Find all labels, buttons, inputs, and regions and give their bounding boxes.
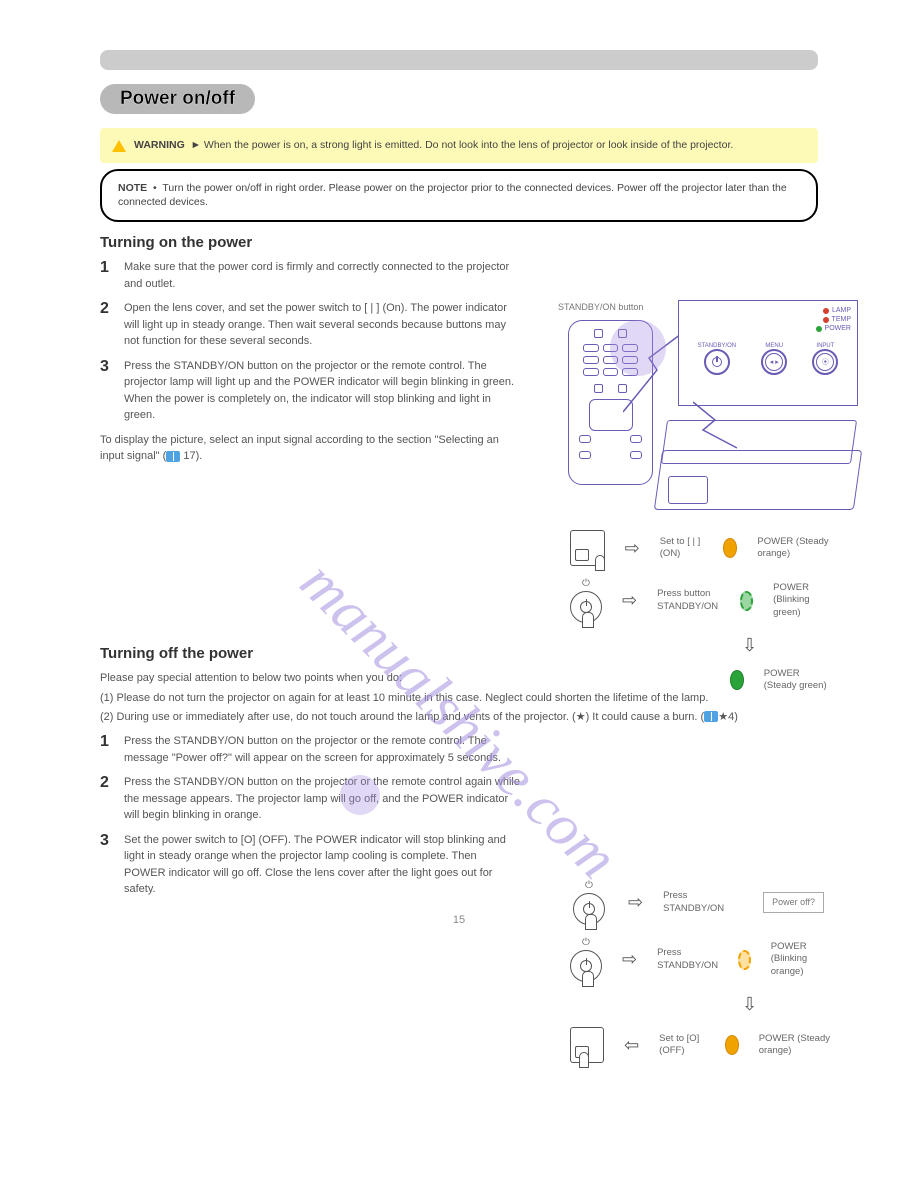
arrow-down-icon: ⇩: [742, 635, 757, 656]
projector-figure: STANDBY/ON button LAMP TEMP POWER S: [528, 300, 858, 520]
arrow-right-icon: ⇨: [622, 590, 637, 611]
step-caption: Press button STANDBY/ON: [657, 588, 720, 613]
panel-button-label: MENU: [761, 343, 787, 349]
standby-button-icon: [704, 349, 730, 375]
lamp-led-icon: [823, 308, 829, 314]
page-number: 15: [0, 914, 918, 926]
section-bar: [100, 50, 818, 70]
arrow-right-icon: ⇨: [625, 538, 640, 559]
reference-page: 4: [728, 711, 734, 723]
power-on-steps-figure: ⇨ Set to [ | ] (ON) POWER (Steady orange…: [570, 530, 830, 705]
input-button-icon: ⦿: [812, 349, 838, 375]
note-text: Turn the power on/off in right order. Pl…: [118, 182, 787, 209]
reference-icon: [704, 711, 718, 722]
panel-button-label: STANDBY/ON: [698, 343, 737, 349]
step-number: 2: [100, 774, 114, 824]
step-text: Press the STANDBY/ON button on the proje…: [124, 358, 520, 424]
step-number: 3: [100, 832, 114, 898]
step-text: Make sure that the power cord is firmly …: [124, 259, 520, 292]
step-caption: Press STANDBY/ON: [663, 890, 743, 915]
led-green-icon: [730, 670, 744, 690]
after-text: To display the picture, select an input …: [100, 434, 499, 463]
projector-switch-icon: [570, 1027, 604, 1063]
projector-switch-icon: [570, 530, 605, 566]
led-label: POWER: [825, 325, 851, 334]
led-label: TEMP: [832, 316, 851, 325]
popup-message: Power off?: [763, 892, 824, 914]
projector-icon: [658, 410, 858, 510]
step-caption: Set to [O] (OFF): [659, 1033, 705, 1058]
power-led-icon: [816, 326, 822, 332]
step-number: 2: [100, 300, 114, 350]
step-caption: Press STANDBY/ON: [657, 947, 718, 972]
step-number: 1: [100, 259, 114, 292]
arrow-left-icon: ⇦: [624, 1035, 639, 1056]
arrow-right-icon: ⇨: [628, 892, 643, 913]
step-number: 1: [100, 733, 114, 766]
led-orange-icon: [725, 1035, 739, 1055]
standby-press-icon: ⏻: [570, 937, 602, 982]
led-caption: POWER (Steady orange): [757, 536, 830, 561]
page-title: Power on/off: [100, 84, 255, 114]
step-text: Set the power switch to [O] (OFF). The P…: [124, 832, 520, 898]
led-label: LAMP: [832, 307, 851, 316]
led-orange-icon: [723, 538, 737, 558]
step-caption: Set to [ | ] (ON): [660, 536, 703, 561]
led-caption: POWER (Blinking green): [773, 582, 830, 619]
led-caption: POWER (Steady orange): [759, 1033, 830, 1058]
step-number: 3: [100, 358, 114, 424]
callout-line-icon: [623, 328, 683, 388]
led-orange-blink-icon: [738, 950, 751, 970]
led-caption: POWER (Blinking orange): [771, 941, 830, 978]
warning-box: WARNING ► When the power is on, a strong…: [100, 128, 818, 163]
arrow-right-icon: ⇨: [622, 949, 637, 970]
step-text: Open the lens cover, and set the power s…: [124, 300, 520, 350]
step-text: Press the STANDBY/ON button on the proje…: [124, 774, 520, 824]
turning-on-title: Turning on the power: [100, 234, 818, 251]
arrow-down-icon: ⇩: [742, 994, 757, 1015]
note-label: NOTE: [118, 182, 147, 194]
warning-icon: [112, 140, 126, 152]
control-panel-icon: LAMP TEMP POWER STANDBY/ON MENU◂ ▸ INPUT…: [678, 300, 858, 406]
standby-press-icon: ⏻: [570, 578, 602, 623]
panel-button-label: INPUT: [812, 343, 838, 349]
step-text: Press the STANDBY/ON button on the proje…: [124, 733, 520, 766]
remote-label: STANDBY/ON button: [558, 302, 643, 312]
warning-label: WARNING: [134, 139, 185, 151]
led-green-blink-icon: [740, 591, 753, 611]
menu-button-icon: ◂ ▸: [761, 349, 787, 375]
reference-page: 17: [183, 450, 195, 462]
reference-icon: [166, 451, 180, 462]
bullet-text: During use or immediately after use, do …: [117, 711, 698, 723]
power-off-steps-figure: ⏻ ⇨ Press STANDBY/ON Power off? ⏻ ⇨ Pres…: [570, 880, 830, 1075]
warning-text: When the power is on, a strong light is …: [204, 139, 733, 151]
note-box: NOTE • Turn the power on/off in right or…: [100, 169, 818, 222]
led-caption: POWER (Steady green): [764, 668, 830, 693]
temp-led-icon: [823, 317, 829, 323]
